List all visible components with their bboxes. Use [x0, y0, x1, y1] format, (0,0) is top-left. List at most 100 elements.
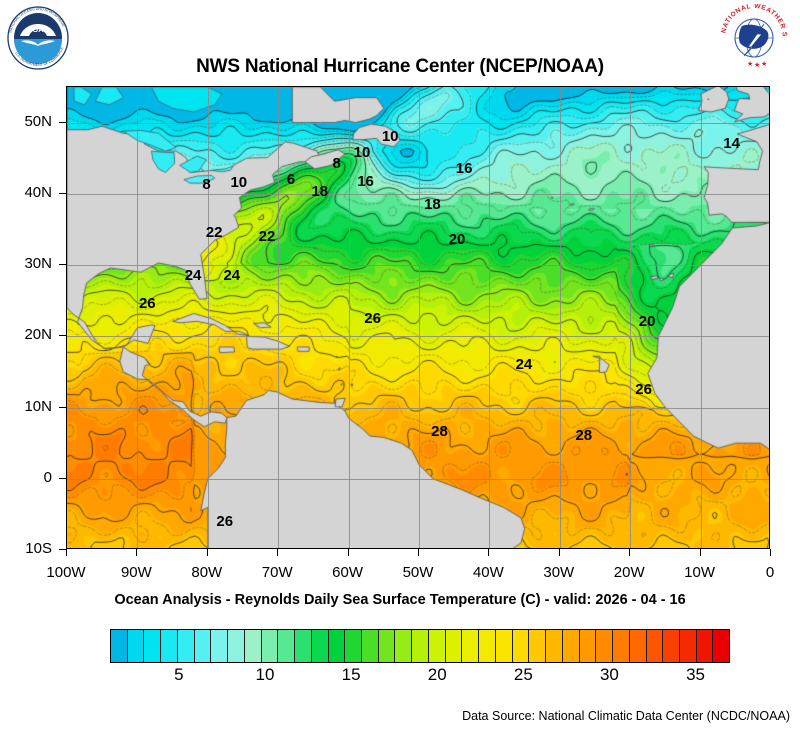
colorbar-cell — [613, 630, 630, 662]
gridline-vertical — [137, 87, 139, 548]
colorbar-cell — [696, 630, 714, 662]
contour-label: 20 — [448, 231, 466, 249]
sst-heatmap-canvas — [67, 87, 769, 548]
colorbar-cell — [679, 630, 697, 662]
colorbar-cell — [462, 630, 480, 662]
gridline-vertical — [348, 87, 350, 548]
contour-label: 26 — [364, 309, 381, 327]
colorbar-cell — [445, 630, 463, 662]
y-axis-label: 30N — [24, 255, 52, 273]
y-tick — [59, 192, 66, 194]
colorbar-tick-label: 10 — [255, 665, 275, 684]
colorbar-cell — [362, 630, 379, 662]
gridline-horizontal — [67, 478, 769, 480]
contour-label: 8 — [332, 154, 341, 172]
colorbar-tick-label: 35 — [686, 665, 705, 684]
x-tick — [277, 549, 279, 556]
contour-label: 20 — [638, 313, 656, 331]
colorbar-cell — [546, 630, 563, 662]
contour-label: 18 — [311, 182, 329, 200]
colorbar-gradient — [110, 629, 730, 663]
gridline-vertical — [559, 87, 561, 548]
x-axis-label: 50W — [402, 564, 434, 581]
gridline-vertical — [278, 87, 280, 548]
contour-label: 24 — [515, 355, 533, 373]
colorbar-cell — [428, 630, 446, 662]
plot-caption: Ocean Analysis - Reynolds Daily Sea Surf… — [114, 592, 686, 608]
svg-text:★: ★ — [747, 60, 753, 68]
colorbar-cell — [495, 630, 513, 662]
x-tick — [418, 549, 419, 556]
colorbar: 5 10 15 20 25 30 35 — [110, 629, 730, 684]
svg-text:★: ★ — [754, 61, 760, 69]
x-tick — [488, 549, 490, 556]
x-axis-label: 40W — [472, 564, 504, 581]
colorbar-cell — [228, 630, 245, 662]
x-tick — [770, 549, 771, 556]
colorbar-tick-label: 5 — [174, 665, 184, 684]
contour-label: 16 — [455, 159, 473, 177]
colorbar-cell — [629, 630, 647, 662]
svg-text:★: ★ — [761, 60, 767, 68]
y-axis-label: 10S — [25, 540, 52, 557]
x-tick — [699, 549, 701, 556]
x-tick — [558, 549, 560, 556]
y-tick — [59, 335, 66, 337]
x-axis-label: 60W — [332, 564, 364, 581]
contour-label: 10 — [230, 174, 248, 192]
colorbar-cell — [328, 630, 346, 662]
x-tick — [136, 549, 138, 556]
contour-label: 24 — [184, 266, 202, 284]
page-title: NWS National Hurricane Center (NCEP/NOAA… — [196, 56, 604, 77]
contour-label: 16 — [357, 172, 374, 190]
colorbar-cell — [345, 630, 363, 662]
contour-label: 22 — [205, 224, 223, 242]
colorbar-tick-label: 20 — [427, 665, 447, 684]
colorbar-cell — [311, 630, 329, 662]
contour-label: 6 — [286, 170, 296, 188]
gridline-horizontal — [67, 122, 769, 124]
colorbar-cell — [646, 630, 664, 662]
colorbar-cell — [529, 630, 547, 662]
y-tick — [59, 264, 66, 266]
x-axis-label: 80W — [191, 564, 223, 581]
colorbar-cell — [261, 630, 279, 662]
colorbar-cell — [579, 630, 597, 662]
colorbar-cell — [278, 630, 296, 662]
x-tick — [206, 549, 208, 556]
x-axis-label: 0 — [765, 564, 775, 581]
contour-label: 8 — [202, 175, 211, 193]
y-axis-label: 10N — [24, 397, 52, 415]
y-tick — [59, 121, 66, 123]
gridline-horizontal — [67, 265, 769, 267]
x-axis-label: 70W — [261, 564, 293, 581]
gridline-horizontal — [67, 336, 769, 338]
x-axis-label: 10W — [684, 564, 716, 581]
contour-label: 14 — [723, 134, 740, 152]
colorbar-cell — [395, 630, 413, 662]
y-axis-label: 50N — [24, 112, 52, 130]
noaa-logo: NOAA NATIONAL OCEANIC AND ATMOSPHERIC U.… — [6, 6, 70, 70]
colorbar-cell — [378, 630, 396, 662]
y-tick — [59, 406, 66, 408]
gridline-vertical — [700, 87, 702, 548]
colorbar-cell — [562, 630, 580, 662]
colorbar-cell — [596, 630, 614, 662]
svg-text:NOAA: NOAA — [27, 25, 50, 34]
gridline-horizontal — [67, 193, 769, 195]
colorbar-cell — [194, 630, 212, 662]
colorbar-cell — [512, 630, 530, 662]
x-axis-label: 100W — [46, 564, 86, 581]
colorbar-cell — [127, 630, 145, 662]
y-axis-label: 40N — [24, 183, 52, 201]
colorbar-tick-label: 25 — [513, 665, 533, 684]
colorbar-cell — [111, 630, 128, 662]
contour-label: 28 — [431, 423, 448, 441]
colorbar-cell — [713, 630, 730, 662]
gridline-horizontal — [67, 407, 769, 409]
sst-map-plot: 6 8 8 10 10 10 14 16 16 18 18 20 20 22 22 24 24 24 26 26 26 2… — [66, 86, 770, 549]
contour-label: 10 — [353, 143, 371, 161]
x-axis-label: 30W — [543, 564, 575, 581]
gridline-vertical — [419, 87, 420, 548]
y-axis-label: 0 — [43, 468, 52, 486]
